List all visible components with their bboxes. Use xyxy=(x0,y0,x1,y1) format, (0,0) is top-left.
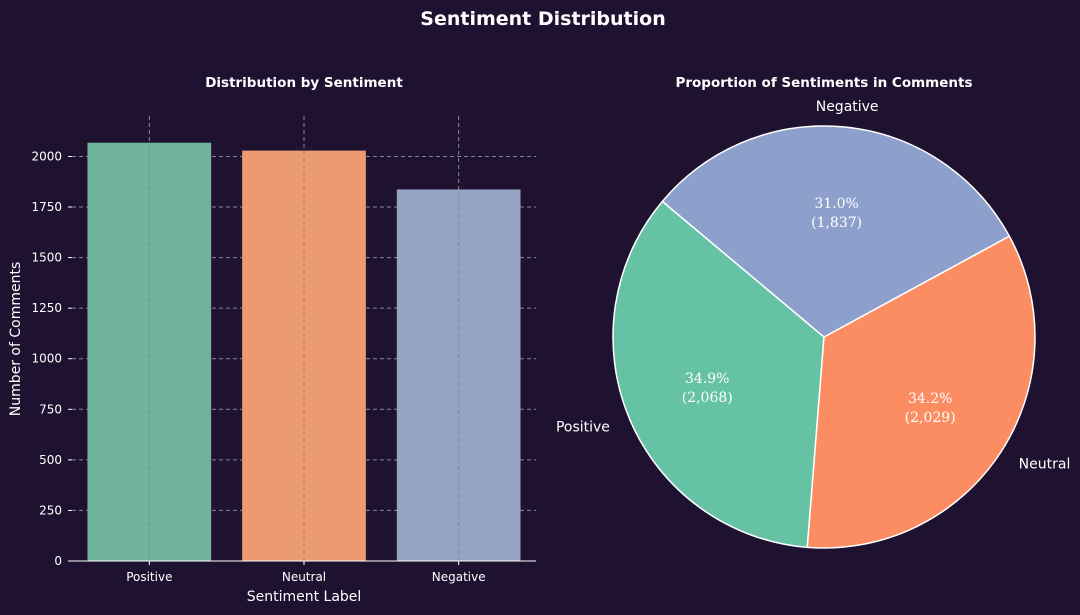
bar-positive xyxy=(87,142,212,561)
pie-chart-panel: Proportion of Sentiments in Comments Pos… xyxy=(556,75,1070,549)
pie-label-negative: Negative xyxy=(816,99,879,115)
bar-y-tick-label: 1000 xyxy=(31,352,62,366)
figure-title: Sentiment Distribution xyxy=(420,8,665,30)
bar-chart-title: Distribution by Sentiment xyxy=(205,75,403,91)
bar-chart-panel: Distribution by Sentiment 0 250 500 750 1000… xyxy=(8,75,536,605)
pie-labels: Positive 34.9% (2,068) Neutral 34.2% (2,029) N… xyxy=(556,99,1070,472)
pie-label-positive: Positive xyxy=(556,420,610,436)
bar-y-tick-label: 1500 xyxy=(31,251,62,265)
bar-y-tick-label: 500 xyxy=(39,453,62,467)
bar-y-tick-label: 0 xyxy=(54,554,62,568)
pie-percent-label: 34.2% xyxy=(908,391,952,407)
bar-x-tick-label: Neutral xyxy=(282,570,326,584)
bar-x-axis-label: Sentiment Label xyxy=(247,589,362,605)
bar-series xyxy=(87,142,521,562)
pie-count-label: (1,837) xyxy=(811,215,862,231)
pie-slices xyxy=(612,125,1036,549)
pie-chart-title: Proportion of Sentiments in Comments xyxy=(675,75,972,91)
pie-percent-label: 31.0% xyxy=(814,196,858,212)
bar-y-tick-label: 2000 xyxy=(31,149,62,163)
bar-y-axis-label: Number of Comments xyxy=(8,262,24,417)
bar-y-tick-label: 1250 xyxy=(31,301,62,315)
bar-x-ticks: Positive Neutral Negative xyxy=(126,561,486,584)
bar-y-tick-label: 1750 xyxy=(31,200,62,214)
pie-count-label: (2,029) xyxy=(905,410,956,426)
pie-percent-label: 34.9% xyxy=(685,371,729,387)
bar-y-tick-label: 750 xyxy=(39,402,62,416)
pie-slice-negative xyxy=(661,125,1011,338)
bar-x-tick-label: Negative xyxy=(432,570,486,584)
pie-count-label: (2,068) xyxy=(682,390,733,406)
bar-y-tick-label: 250 xyxy=(39,503,62,517)
pie-slice-positive xyxy=(612,200,825,549)
pie-slice-neutral xyxy=(806,235,1036,549)
bar-y-ticks: 0 250 500 750 1000 1250 1500 1750 2000 xyxy=(31,149,72,568)
pie-label-neutral: Neutral xyxy=(1019,456,1071,472)
bar-x-tick-label: Positive xyxy=(126,570,172,584)
